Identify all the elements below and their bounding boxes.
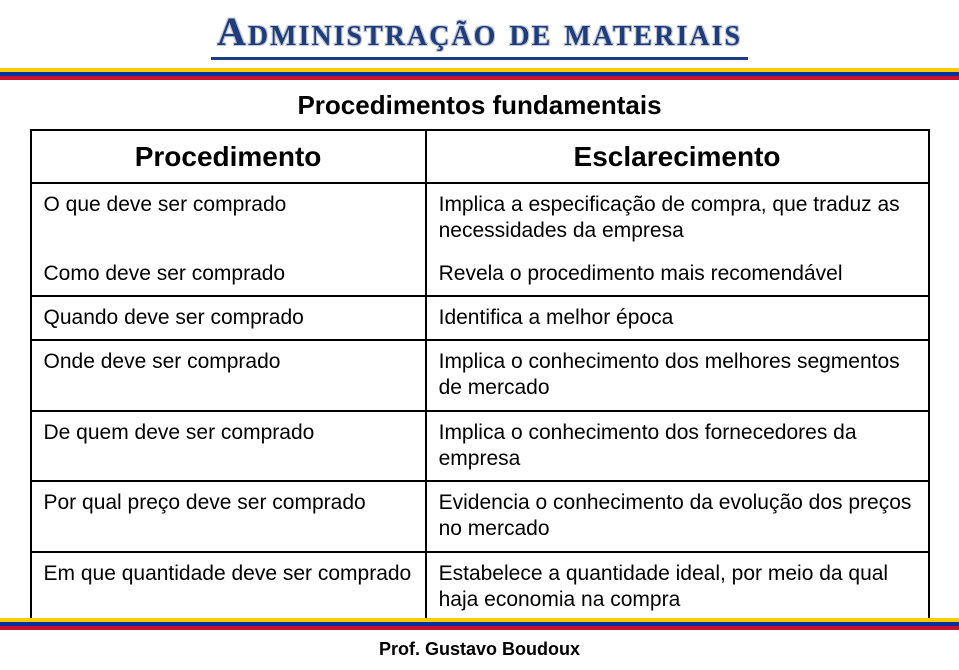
page-title: Administração de materiais — [211, 8, 748, 60]
table-row: Quando deve ser comprado Identifica a me… — [31, 296, 929, 340]
cell-esc: Implica o conhecimento dos melhores segm… — [426, 340, 929, 411]
cell-proc: O que deve ser comprado — [31, 183, 426, 253]
table-row: De quem deve ser comprado Implica o conh… — [31, 411, 929, 482]
table-row: Por qual preço deve ser comprado Evidenc… — [31, 481, 929, 552]
band-red — [0, 76, 959, 80]
cell-proc: Por qual preço deve ser comprado — [31, 481, 426, 552]
cell-esc: Evidencia o conhecimento da evolução dos… — [426, 481, 929, 552]
title-container: Administração de materiais — [0, 0, 959, 60]
footer-author: Prof. Gustavo Boudoux — [0, 639, 959, 660]
header-esclarecimento: Esclarecimento — [426, 130, 929, 183]
cell-proc: Quando deve ser comprado — [31, 296, 426, 340]
cell-esc: Implica a especificação de compra, que t… — [426, 183, 929, 253]
table-row: Onde deve ser comprado Implica o conheci… — [31, 340, 929, 411]
table-header-row: Procedimento Esclarecimento — [31, 130, 929, 183]
cell-proc: Onde deve ser comprado — [31, 340, 426, 411]
bottom-bands — [0, 618, 959, 630]
cell-esc: Implica o conhecimento dos fornecedores … — [426, 411, 929, 482]
cell-proc: Como deve ser comprado — [31, 253, 426, 296]
table-row: Como deve ser comprado Revela o procedim… — [31, 253, 929, 296]
cell-esc: Estabelece a quantidade ideal, por meio … — [426, 552, 929, 623]
cell-proc: Em que quantidade deve ser comprado — [31, 552, 426, 623]
top-bands — [0, 68, 959, 80]
procedures-table: Procedimento Esclarecimento O que deve s… — [30, 129, 930, 623]
cell-esc: Revela o procedimento mais recomendável — [426, 253, 929, 296]
cell-esc: Identifica a melhor época — [426, 296, 929, 340]
cell-proc: De quem deve ser comprado — [31, 411, 426, 482]
table-row: O que deve ser comprado Implica a especi… — [31, 183, 929, 253]
table-row: Em que quantidade deve ser comprado Esta… — [31, 552, 929, 623]
subtitle: Procedimentos fundamentais — [0, 90, 959, 121]
header-procedimento: Procedimento — [31, 130, 426, 183]
band-red — [0, 626, 959, 630]
